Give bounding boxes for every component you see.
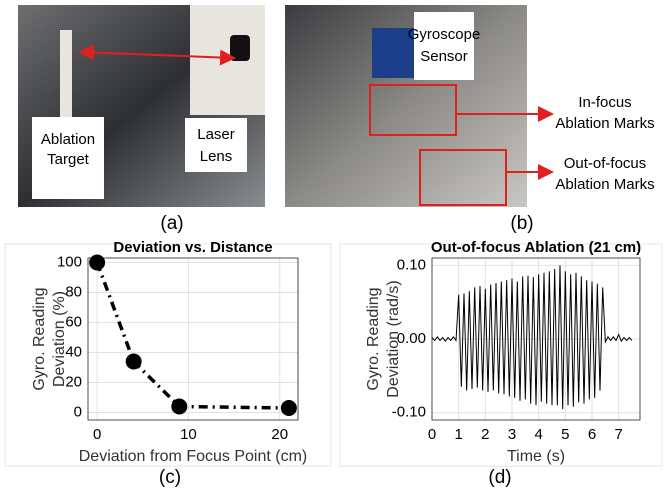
caption: (d) [488,467,511,488]
x-tick-label: 20 [271,426,288,443]
photo-label: Ablation Marks [555,176,654,193]
photo-label: Gyroscope [408,26,481,43]
x-tick-label: 2 [481,426,489,443]
chart-title: Deviation vs. Distance [113,239,272,256]
y-tick-label: -0.10 [392,404,426,421]
data-point [126,354,142,370]
laser-lens [230,35,250,61]
x-axis-label: Deviation from Focus Point (cm) [79,448,308,465]
x-tick-label: 5 [561,426,569,443]
y-tick-label: 0.10 [397,256,426,273]
photo-label: Laser [197,126,235,143]
data-point [281,400,297,416]
x-tick-label: 4 [534,426,542,443]
caption: (b) [510,213,533,234]
photo-label: Ablation Marks [555,115,654,132]
photo-label: Sensor [420,48,468,65]
x-tick-label: 3 [508,426,516,443]
plot-area [88,258,298,420]
label-box [414,12,474,80]
x-tick-label: 6 [588,426,596,443]
x-tick-label: 0 [428,426,436,443]
y-axis-label: Gyro. Reading [31,287,48,390]
x-tick-label: 10 [180,426,197,443]
y-axis-label: Gyro. Reading [365,287,382,390]
figure: Ablation Target Laser Lens (a) Gyroscope… [0,0,667,491]
y-tick-label: 100 [57,253,82,270]
page: Ablation Target Laser Lens (a) Gyroscope… [0,0,667,496]
photo-label: Out-of-focus [564,155,647,172]
ablation-target [60,30,72,130]
photo-label: In-focus [578,94,631,111]
photo-label: Lens [200,148,233,165]
data-point [171,399,187,415]
y-tick-label: 0 [74,403,82,420]
data-point [89,255,105,271]
caption: (c) [159,467,181,488]
x-tick-label: 1 [454,426,462,443]
photo-label: Ablation [41,131,95,148]
y-axis-label: Deviation (rad/s) [385,280,402,397]
photo-a-background [190,5,265,115]
x-tick-label: 0 [93,426,101,443]
x-axis-label: Time (s) [507,448,565,465]
x-tick-label: 7 [614,426,622,443]
photo-label: Target [47,151,90,168]
chart-title: Out-of-focus Ablation (21 cm) [431,239,641,256]
caption: (a) [160,213,183,234]
y-axis-label: Deviation (%) [51,291,68,387]
